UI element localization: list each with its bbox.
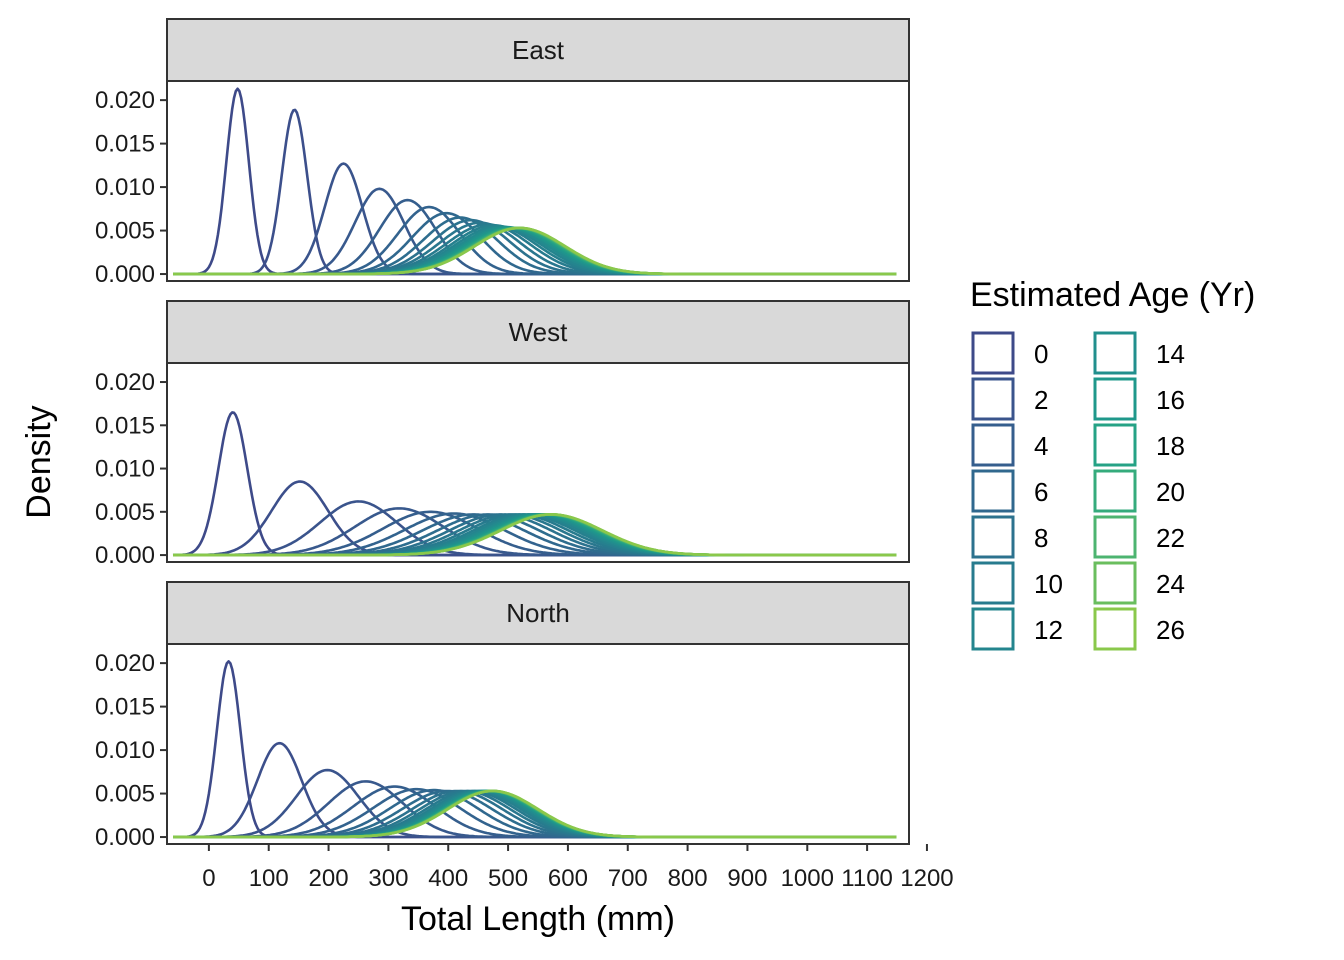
legend-label: 14 xyxy=(1156,339,1185,369)
legend-label: 22 xyxy=(1156,523,1185,553)
panels: East 0.000 0.005 0.010 0.015 0.020 West 0.000 0.… xyxy=(95,18,910,851)
legend-label: 2 xyxy=(1034,385,1048,415)
legend-key xyxy=(1093,607,1137,651)
y-tick-label: 0.000 xyxy=(95,824,155,851)
y-tick-label: 0.005 xyxy=(95,218,155,245)
y-axis-title: Density xyxy=(20,405,58,518)
x-tick-label: 1000 xyxy=(781,865,834,892)
panel-strip-label: North xyxy=(506,598,570,628)
y-tick-label: 0.000 xyxy=(95,542,155,569)
legend-item: 6 xyxy=(971,469,1048,513)
x-tick-label: 1100 xyxy=(841,865,893,892)
x-tick-label: 1200 xyxy=(900,865,953,892)
legend-key xyxy=(1093,423,1137,467)
density-line-age-7 xyxy=(173,216,897,276)
x-tick-label: 900 xyxy=(727,865,767,892)
panel-border xyxy=(166,643,910,845)
y-tick-label: 0.020 xyxy=(95,87,155,114)
y-tick-label: 0.015 xyxy=(95,412,155,439)
density-curves xyxy=(173,660,897,839)
legend-title: Estimated Age (Yr) xyxy=(970,276,1255,314)
x-tick-label: 800 xyxy=(668,865,708,892)
density-line-age-26 xyxy=(173,789,897,839)
legend-item: 4 xyxy=(971,423,1048,467)
panel-west: West 0.000 0.005 0.010 0.015 0.020 xyxy=(95,300,910,569)
y-tick-label: 0.020 xyxy=(95,650,155,677)
x-tick-label: 200 xyxy=(309,865,349,892)
y-tick-label: 0.015 xyxy=(95,694,155,721)
legend-item: 22 xyxy=(1093,515,1185,559)
legend-label: 16 xyxy=(1156,385,1185,415)
legend-label: 24 xyxy=(1156,569,1185,599)
density-curves xyxy=(173,87,897,276)
legend-label: 12 xyxy=(1034,615,1063,645)
density-line-age-0 xyxy=(172,411,897,557)
panel-east: East 0.000 0.005 0.010 0.015 0.020 xyxy=(95,18,910,288)
y-tick-label: 0.010 xyxy=(95,174,155,201)
legend-item: 10 xyxy=(971,561,1063,605)
legend-key xyxy=(1093,469,1137,513)
legend-label: 0 xyxy=(1034,339,1048,369)
legend-key xyxy=(971,561,1015,605)
panel-north: North 0.000 0.005 0.010 0.015 0.020 xyxy=(95,581,910,851)
density-line-age-1 xyxy=(173,108,897,276)
x-tick-label: 400 xyxy=(428,865,468,892)
legend-label: 6 xyxy=(1034,477,1048,507)
legend: Estimated Age (Yr) 024681012141618202224… xyxy=(970,276,1255,651)
y-tick-label: 0.005 xyxy=(95,499,155,526)
panel-border xyxy=(166,80,910,282)
x-axis: 0 100 200 300 400 500 600 700 800 900 1000 1100 1200 xyxy=(202,844,954,892)
x-tick-label: 600 xyxy=(548,865,588,892)
legend-item: 8 xyxy=(971,515,1048,559)
legend-key xyxy=(971,469,1015,513)
x-axis-title: Total Length (mm) xyxy=(401,900,675,938)
x-tick-label: 100 xyxy=(249,865,289,892)
legend-item: 14 xyxy=(1093,331,1185,375)
y-tick-label: 0.010 xyxy=(95,456,155,483)
legend-label: 4 xyxy=(1034,431,1048,461)
y-tick-label: 0.020 xyxy=(95,369,155,396)
y-tick-label: 0.010 xyxy=(95,737,155,764)
panel-strip xyxy=(166,300,910,364)
density-line-age-26 xyxy=(173,226,897,276)
panel-border xyxy=(166,362,910,563)
density-line-age-26 xyxy=(173,513,897,557)
legend-key xyxy=(971,515,1015,559)
legend-label: 18 xyxy=(1156,431,1185,461)
panel-strip xyxy=(166,18,910,82)
density-curves xyxy=(172,411,897,557)
legend-key xyxy=(971,423,1015,467)
legend-key xyxy=(1093,561,1137,605)
y-tick-label: 0.015 xyxy=(95,131,155,158)
legend-item: 2 xyxy=(971,377,1048,421)
legend-item: 0 xyxy=(971,331,1048,375)
legend-key xyxy=(1093,515,1137,559)
legend-label: 8 xyxy=(1034,523,1048,553)
legend-key xyxy=(1093,377,1137,421)
legend-key xyxy=(971,607,1015,651)
legend-key xyxy=(971,331,1015,375)
legend-item: 26 xyxy=(1093,607,1185,651)
x-tick-label: 500 xyxy=(488,865,528,892)
legend-item: 24 xyxy=(1093,561,1185,605)
legend-key xyxy=(971,377,1015,421)
x-tick-label: 300 xyxy=(368,865,408,892)
panel-strip xyxy=(166,581,910,645)
x-tick-label: 0 xyxy=(202,865,215,892)
legend-item: 18 xyxy=(1093,423,1185,467)
legend-label: 10 xyxy=(1034,569,1063,599)
y-tick-label: 0.005 xyxy=(95,781,155,808)
panel-strip-label: West xyxy=(509,317,569,347)
legend-label: 26 xyxy=(1156,615,1185,645)
panel-strip-label: East xyxy=(512,35,565,65)
y-tick-label: 0.000 xyxy=(95,261,155,288)
legend-item: 20 xyxy=(1093,469,1185,513)
legend-label: 20 xyxy=(1156,477,1185,507)
x-tick-label: 700 xyxy=(608,865,648,892)
legend-item: 12 xyxy=(971,607,1063,651)
legend-item: 16 xyxy=(1093,377,1185,421)
legend-key xyxy=(1093,331,1137,375)
